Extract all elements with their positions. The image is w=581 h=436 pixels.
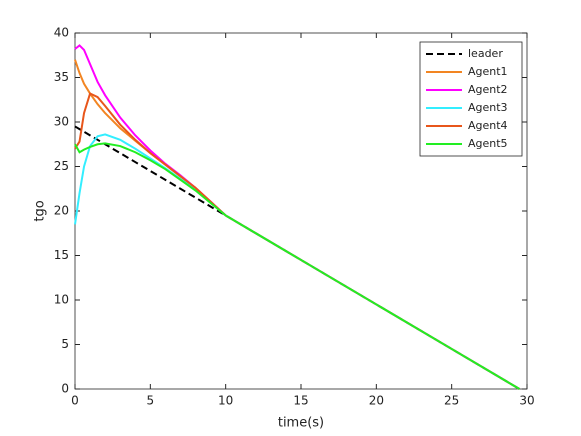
y-tick-label: 0 (61, 382, 69, 396)
x-tick-label: 20 (369, 394, 384, 408)
y-tick-label: 5 (61, 337, 69, 351)
legend-label: Agent1 (468, 65, 508, 78)
y-tick-label: 30 (54, 115, 69, 129)
legend-box (419, 41, 523, 157)
legend-label: Agent5 (468, 137, 508, 150)
legend-label: Agent2 (468, 83, 508, 96)
x-tick-label: 5 (147, 394, 155, 408)
legend-label: leader (468, 47, 503, 60)
x-tick-label: 15 (293, 394, 308, 408)
series-line (74, 142, 520, 390)
x-tick-label: 10 (218, 394, 233, 408)
y-tick-label: 25 (54, 159, 69, 173)
x-axis-label: time(s) (278, 416, 324, 431)
x-tick-label: 0 (71, 394, 79, 408)
y-tick-label: 10 (54, 293, 69, 307)
x-tick-label: 30 (519, 394, 534, 408)
y-tick-label: 20 (54, 204, 69, 218)
legend-label: Agent3 (468, 101, 508, 114)
y-tick-label: 40 (54, 26, 69, 40)
y-tick-label: 15 (54, 248, 69, 262)
legend: leader Agent1 Agent2 Agent3 Agent4 Agent5 (419, 41, 523, 157)
x-tick-label: 25 (444, 394, 459, 408)
y-axis-label: tgo (33, 200, 48, 221)
y-tick-label: 35 (54, 70, 69, 84)
legend-label: Agent4 (468, 119, 508, 132)
